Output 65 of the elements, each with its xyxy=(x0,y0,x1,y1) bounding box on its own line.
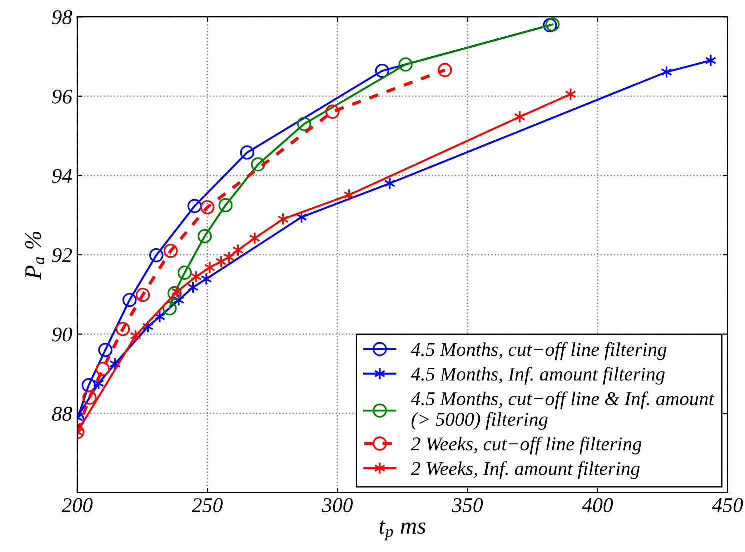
point xyxy=(218,198,233,213)
point xyxy=(251,158,266,172)
point xyxy=(344,188,355,202)
x-tick-label: 200 xyxy=(62,498,93,512)
point xyxy=(136,288,150,302)
point xyxy=(661,66,672,79)
x-tick-label: 400 xyxy=(582,498,614,512)
point xyxy=(110,358,121,370)
legend-label: 4.5 Months, Inf. amount filtering xyxy=(411,367,665,385)
point xyxy=(173,294,185,307)
point xyxy=(543,18,558,33)
point xyxy=(384,177,396,190)
point xyxy=(296,210,308,224)
point xyxy=(297,117,312,132)
point xyxy=(168,286,182,301)
x-axis-title: t$_{p}$ ms xyxy=(380,520,426,541)
point xyxy=(116,322,130,336)
point xyxy=(224,251,235,264)
point xyxy=(375,64,390,78)
point xyxy=(249,232,261,245)
point xyxy=(98,343,113,358)
point xyxy=(232,244,244,257)
legend-label: 2 Weeks, cut−off line filtering xyxy=(411,436,642,455)
point xyxy=(240,146,254,160)
point xyxy=(96,362,110,376)
x-tick-label: 250 xyxy=(192,498,223,512)
x-tick-label: 300 xyxy=(322,498,353,512)
y-tick-label: 92 xyxy=(52,248,72,262)
point xyxy=(204,261,216,274)
point xyxy=(130,330,142,342)
x-tick-label: 450 xyxy=(712,498,744,512)
point xyxy=(82,378,96,393)
legend-label: 4.5 Months, cut−off line & Inf. amount (> 5000) filtering xyxy=(411,392,715,430)
point xyxy=(142,320,154,334)
point xyxy=(188,199,202,214)
point xyxy=(565,88,576,101)
point xyxy=(178,266,192,280)
point xyxy=(546,18,560,32)
point xyxy=(514,110,526,124)
y-tick-label: 90 xyxy=(52,328,72,342)
y-tick-label: 88 xyxy=(52,407,72,422)
point xyxy=(171,286,183,298)
point xyxy=(154,310,166,324)
point xyxy=(216,255,227,268)
point xyxy=(190,270,202,284)
point xyxy=(398,58,413,72)
y-axis-title: P$_{a}$ % xyxy=(25,232,45,280)
point xyxy=(705,54,717,68)
point xyxy=(438,63,452,78)
y-tick-label: 96 xyxy=(52,90,73,104)
point xyxy=(278,212,289,226)
point xyxy=(200,200,215,215)
point xyxy=(326,104,340,119)
legend-label: 2 Weeks, Inf. amount filtering xyxy=(411,461,640,480)
x-tick-label: 350 xyxy=(452,498,484,512)
point xyxy=(200,272,212,286)
point xyxy=(188,281,199,294)
point xyxy=(164,244,178,258)
point xyxy=(149,248,164,263)
y-tick-label: 94 xyxy=(52,169,72,184)
y-tick-label: 98 xyxy=(52,10,72,25)
point xyxy=(82,390,97,405)
point xyxy=(122,293,137,308)
legend-label: 4.5 Months, cut−off line filtering xyxy=(411,342,667,360)
point xyxy=(198,229,212,244)
